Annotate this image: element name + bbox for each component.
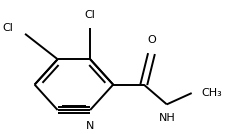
Text: NH: NH: [158, 113, 174, 123]
Text: Cl: Cl: [84, 10, 95, 20]
Text: O: O: [146, 35, 155, 45]
Text: N: N: [86, 121, 94, 131]
Text: CH₃: CH₃: [200, 88, 221, 98]
Text: Cl: Cl: [3, 23, 14, 33]
